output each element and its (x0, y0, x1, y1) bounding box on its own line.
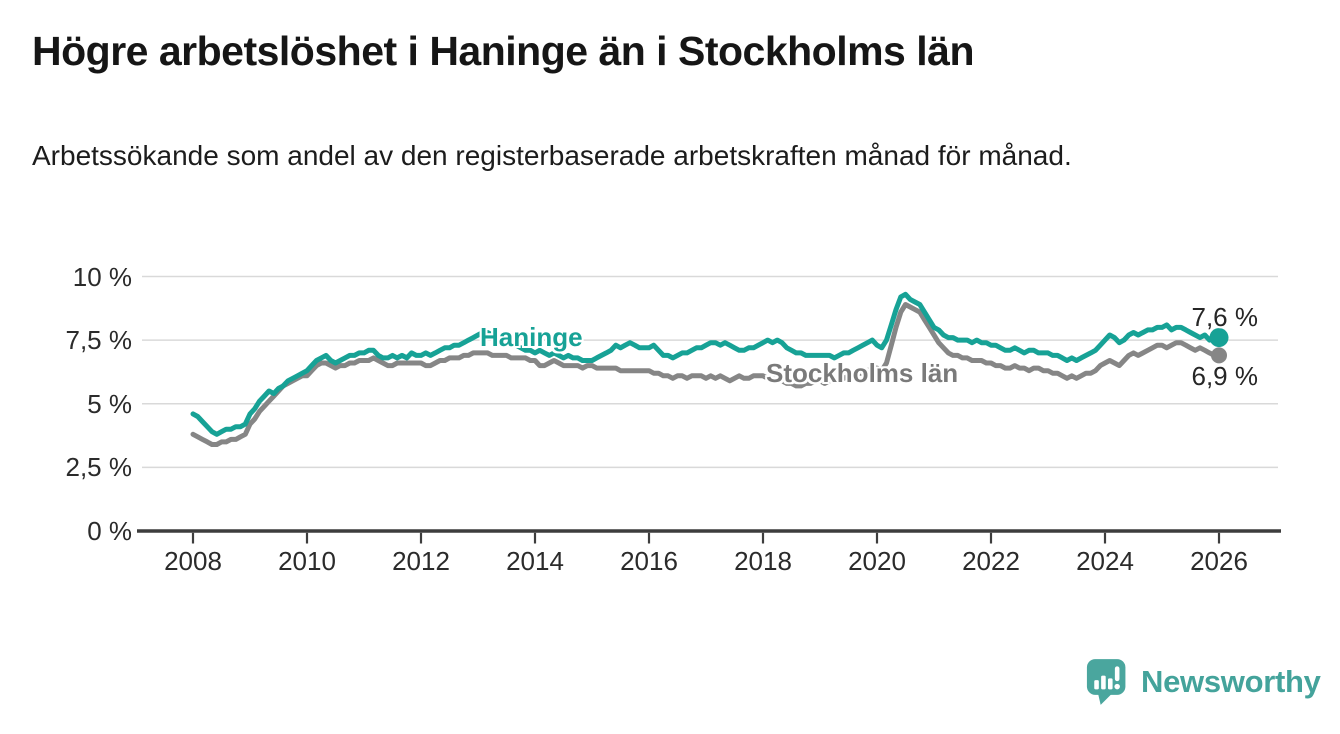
x-tick-label: 2022 (962, 546, 1020, 576)
footer-brand: Newsworthy (1086, 658, 1321, 706)
series-label-haninge: Haninge (480, 322, 583, 352)
x-tick-label: 2008 (164, 546, 222, 576)
y-tick-label: 2,5 % (65, 452, 133, 483)
y-tick-label: 5 % (87, 388, 132, 419)
newsworthy-logo-icon (1086, 659, 1126, 705)
y-tick-label: 0 % (87, 516, 132, 546)
x-tick-label: 2010 (278, 546, 336, 576)
series-label-stockholms-lan: Stockholms län (766, 358, 959, 388)
x-tick-label: 2018 (734, 546, 792, 576)
end-value-label-haninge: 7,6 % (1191, 302, 1259, 332)
x-tick-label: 2014 (506, 546, 564, 576)
end-value-label-stockholms-lan: 6,9 % (1191, 361, 1259, 391)
x-tick-label: 2012 (392, 546, 450, 576)
y-tick-label: 10 % (72, 261, 132, 292)
x-tick-label: 2016 (620, 546, 678, 576)
x-tick-label: 2026 (1190, 546, 1248, 576)
page-subtitle: Arbetssökande som andel av den registerb… (32, 140, 1072, 171)
y-tick-label: 7,5 % (65, 325, 133, 356)
x-tick-label: 2020 (848, 546, 906, 576)
x-tick-label: 2024 (1076, 546, 1134, 576)
page-title: Högre arbetslöshet i Haninge än i Stockh… (32, 28, 974, 74)
brand-name: Newsworthy (1141, 664, 1321, 699)
